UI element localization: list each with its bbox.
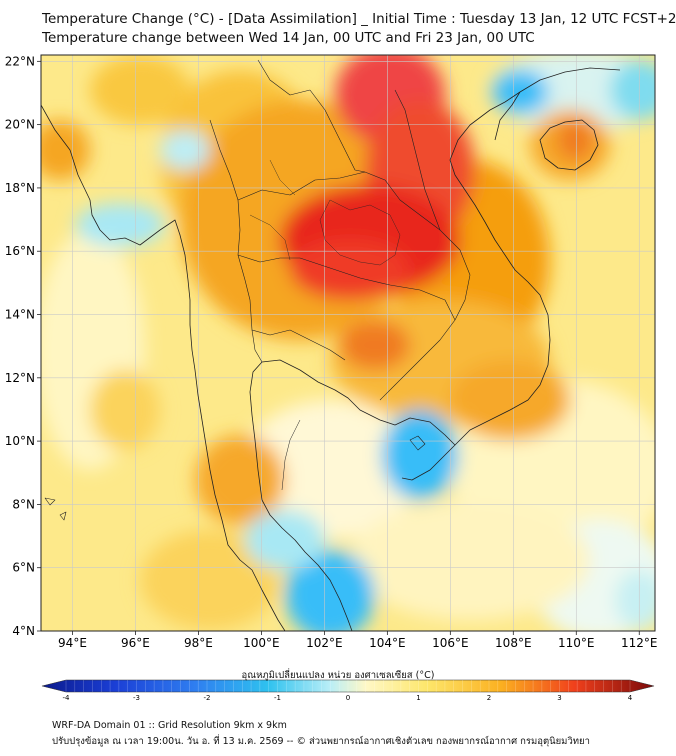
colorbar-tick-label: 4 [628,694,633,702]
colorbar-tick-label: -3 [133,694,140,702]
colorbar-tick-label: -1 [274,694,281,702]
colorbar: -4 -3 -2 -1 0 1 2 3 4 [41,679,655,702]
coastlines [41,59,621,631]
temperature-field [41,55,655,631]
lon-tick-label: 98°E [184,636,213,650]
colorbar-tick-label: 2 [487,694,491,702]
colorbar-tick-label: 3 [557,694,561,702]
lat-tick-label: 20°N [5,118,35,132]
lat-tick-label: 6°N [12,561,35,575]
lon-tick-label: 106°E [432,636,469,650]
lon-tick-label: 100°E [243,636,280,650]
lon-tick-label: 96°E [121,636,150,650]
footer-line2: ปรับปรุงข้อมูล ณ เวลา 19:00น. วัน อ. ที่… [52,736,590,747]
lon-tick-label: 94°E [58,636,87,650]
latitude-labels: 22°N 20°N 18°N 16°N 14°N 12°N 10°N 8°N 6°N 4°N [5,54,41,638]
title-line1: Temperature Change (°C) - [Data Assimila… [42,11,676,27]
colorbar-label: อุณหภูมิเปลี่ยนแปลง หน่วย องศาเซลเซียส (… [241,670,435,681]
lat-tick-label: 10°N [5,434,35,448]
lon-tick-label: 102°E [306,636,343,650]
lat-tick-label: 22°N [5,54,35,68]
colorbar-tick-label: -2 [204,694,211,702]
lon-tick-label: 104°E [369,636,406,650]
lat-tick-label: 18°N [5,181,35,195]
map-frame [40,54,656,632]
footer-line1: WRF-DA Domain 01 :: Grid Resolution 9km … [52,720,287,731]
lat-tick-label: 16°N [5,244,35,258]
lon-tick-label: 112°E [621,636,658,650]
lon-tick-label: 110°E [558,636,595,650]
colorbar-tick-label: 1 [416,694,420,702]
title-line2: Temperature change between Wed 14 Jan, 0… [42,30,535,46]
colorbar-ticks: -4 -3 -2 -1 0 1 2 3 4 [63,680,633,702]
colorbar-tick-label: -4 [63,694,71,702]
lon-tick-label: 108°E [495,636,532,650]
lat-tick-label: 14°N [5,308,35,322]
lat-tick-label: 8°N [12,497,35,511]
lat-tick-label: 12°N [5,371,35,385]
colorbar-scale [41,679,655,693]
lat-tick-label: 4°N [12,624,35,638]
longitude-labels: 94°E 96°E 98°E 100°E 102°E 104°E 106°E 108°E 110… [58,631,658,650]
colorbar-tick-label: 0 [346,694,350,702]
graticule [41,55,655,631]
